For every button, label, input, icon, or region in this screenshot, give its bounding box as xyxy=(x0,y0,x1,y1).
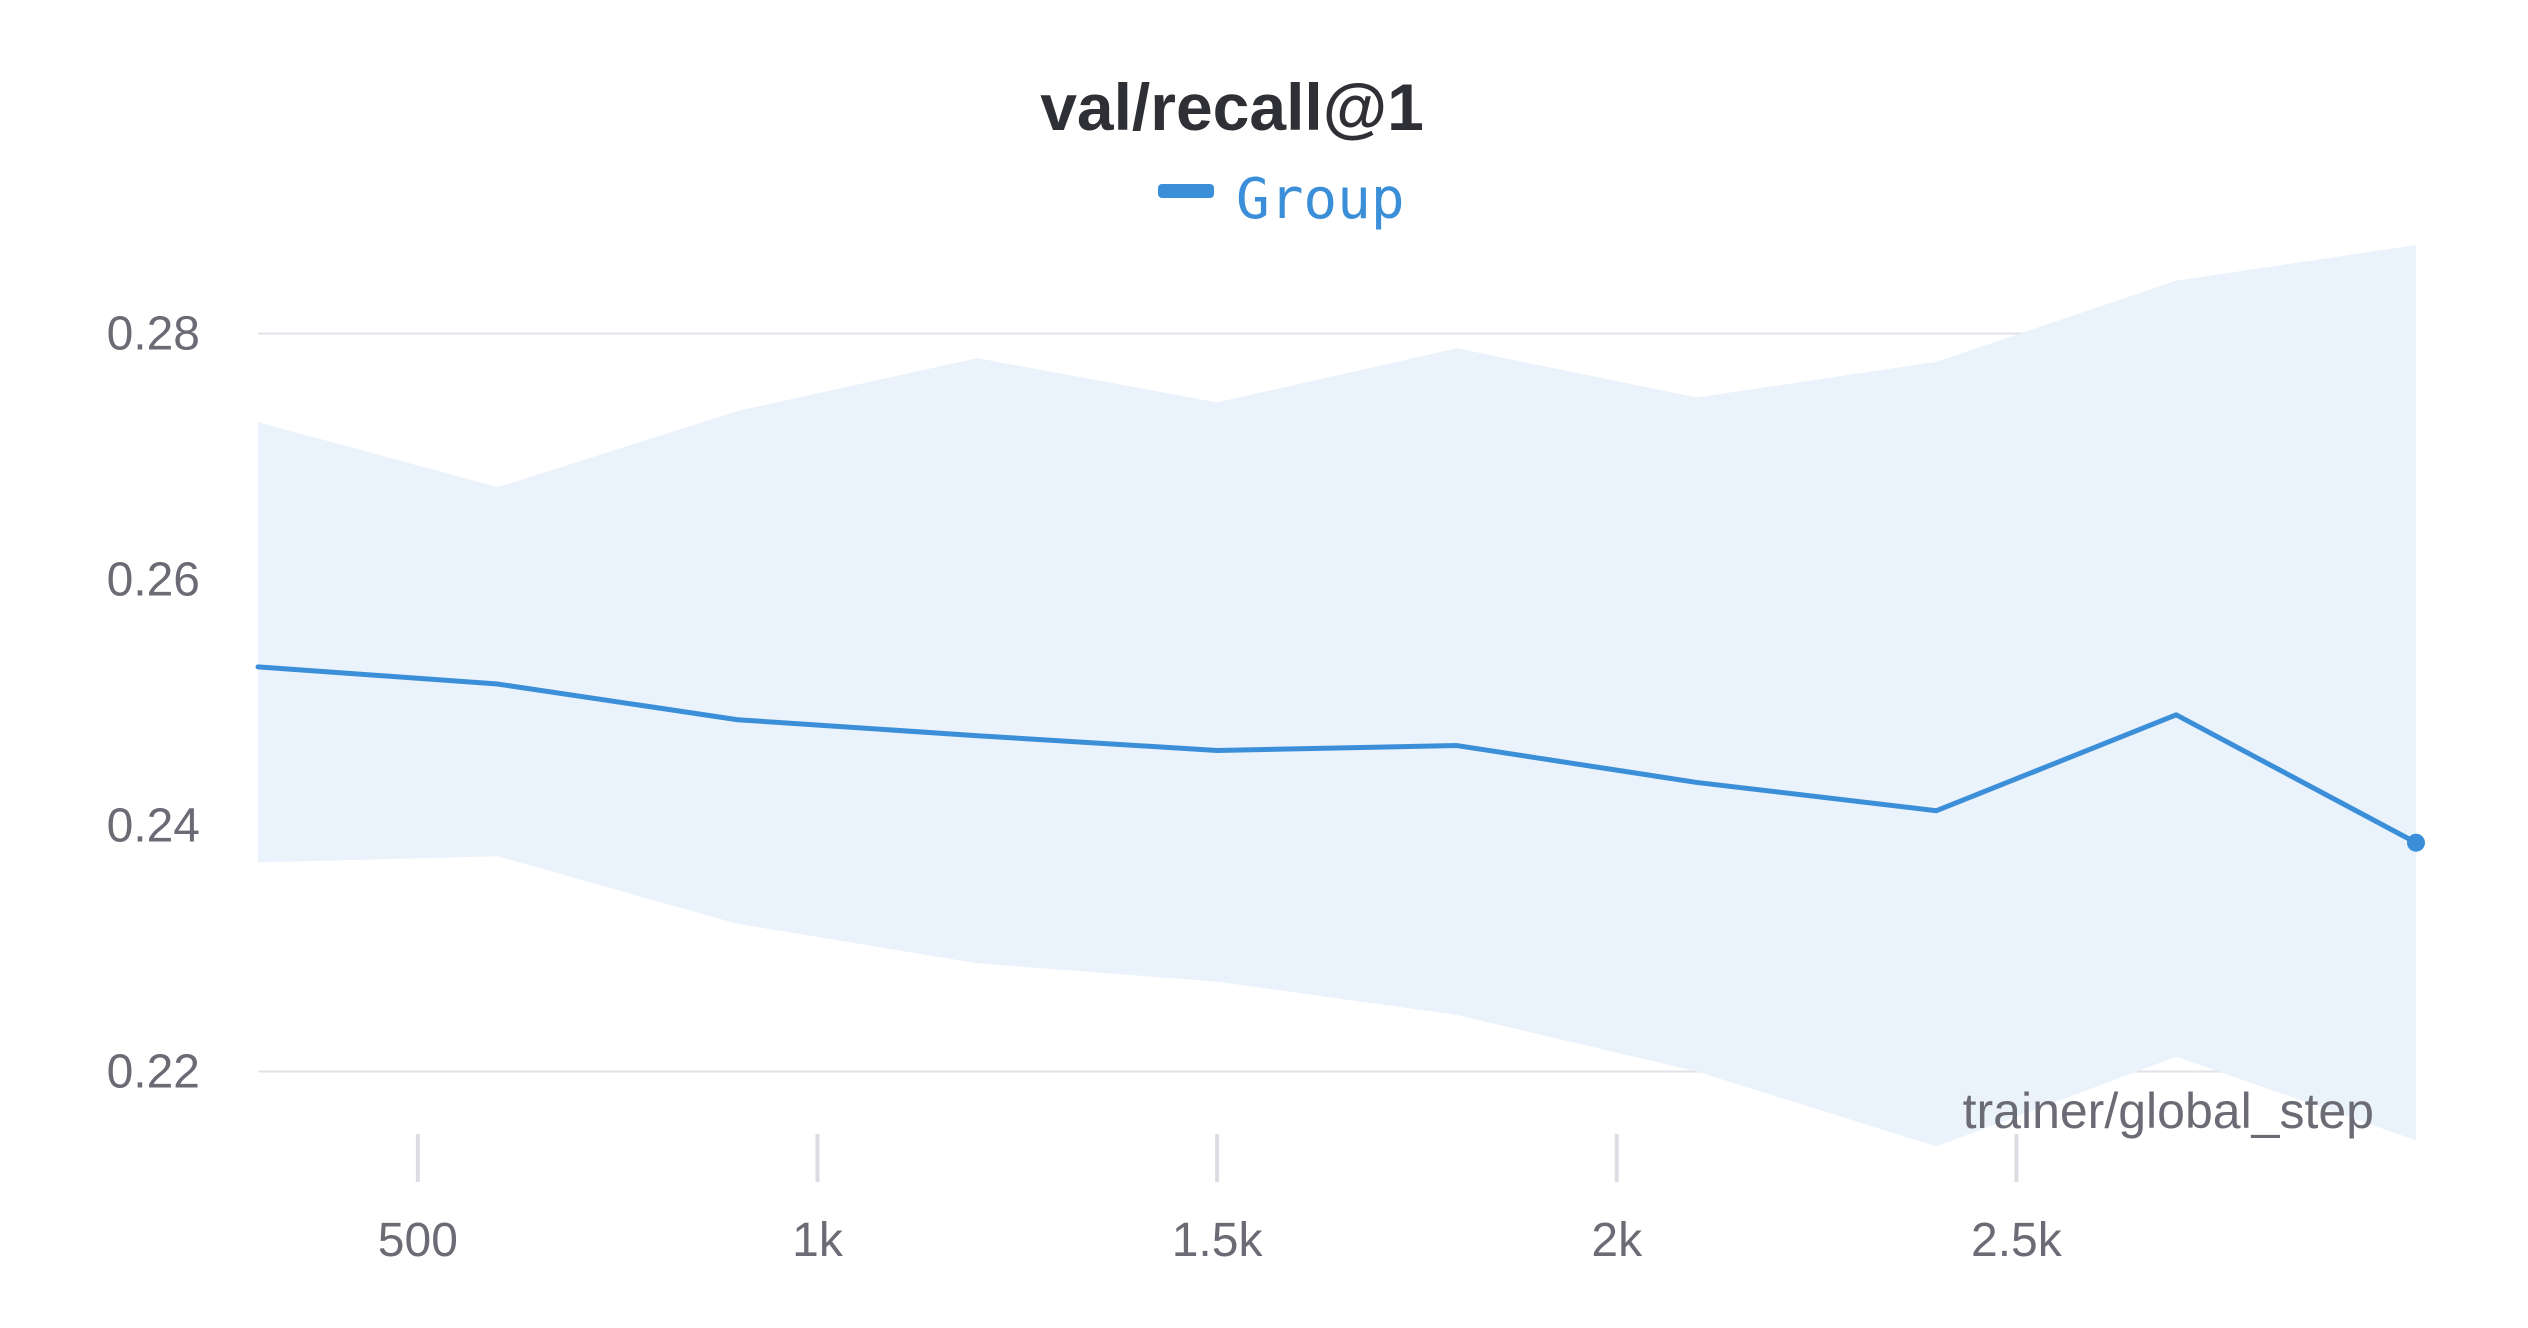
y-tick-label: 0.24 xyxy=(107,799,200,852)
series-layer xyxy=(255,664,2425,852)
x-tick-label: 1.5k xyxy=(1172,1214,1264,1267)
legend[interactable]: Group xyxy=(1158,167,1405,232)
confidence-band xyxy=(258,245,2416,1147)
x-axis: 500 1k 1.5k 2k 2.5k xyxy=(378,1134,2063,1267)
series-line-0[interactable] xyxy=(255,664,2419,846)
y-tick-label: 0.26 xyxy=(107,554,200,607)
legend-label-group: Group xyxy=(1236,167,1405,232)
chart-title: val/recall@1 xyxy=(1040,70,1424,144)
y-axis: 0.22 0.24 0.26 0.28 xyxy=(107,308,200,1099)
legend-swatch-group xyxy=(1158,184,1214,198)
series-end-point-0[interactable] xyxy=(2407,833,2425,852)
x-tick-label: 500 xyxy=(378,1214,458,1267)
y-tick-label: 0.28 xyxy=(107,308,200,361)
x-tick-label: 1k xyxy=(792,1214,844,1267)
y-tick-label: 0.22 xyxy=(107,1045,200,1098)
x-axis-label: trainer/global_step xyxy=(1963,1083,2374,1139)
x-tick-label: 2k xyxy=(1591,1214,1643,1267)
series-band-0 xyxy=(258,245,2416,1147)
x-tick-label: 2.5k xyxy=(1971,1214,2063,1267)
